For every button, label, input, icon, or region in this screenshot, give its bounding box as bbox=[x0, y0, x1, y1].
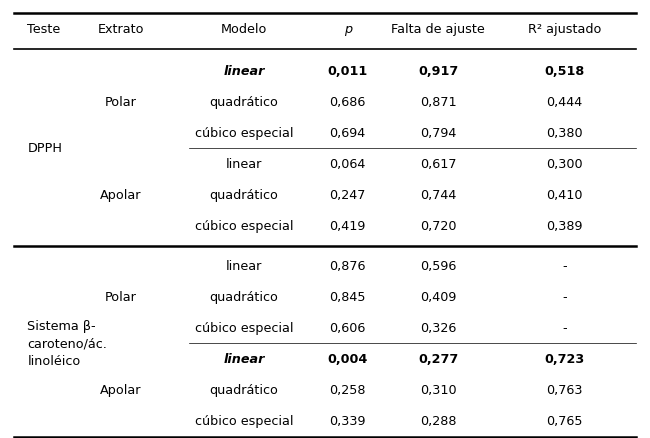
Text: 0,004: 0,004 bbox=[328, 353, 368, 366]
Text: 0,247: 0,247 bbox=[330, 188, 366, 201]
Text: Extrato: Extrato bbox=[98, 23, 144, 36]
Text: 0,409: 0,409 bbox=[420, 291, 456, 304]
Text: linear: linear bbox=[226, 158, 263, 170]
Text: 0,518: 0,518 bbox=[544, 65, 584, 78]
Text: 0,389: 0,389 bbox=[546, 219, 582, 233]
Text: DPPH: DPPH bbox=[27, 142, 62, 155]
Text: 0,310: 0,310 bbox=[420, 384, 456, 396]
Text: 0,765: 0,765 bbox=[546, 414, 582, 427]
Text: 0,596: 0,596 bbox=[420, 260, 456, 273]
Text: cúbico especial: cúbico especial bbox=[195, 321, 293, 335]
Text: 0,606: 0,606 bbox=[330, 321, 366, 335]
Text: linear: linear bbox=[226, 260, 263, 273]
Text: 0,339: 0,339 bbox=[330, 414, 366, 427]
Text: 0,871: 0,871 bbox=[420, 96, 456, 109]
Text: 0,917: 0,917 bbox=[418, 65, 458, 78]
Text: cúbico especial: cúbico especial bbox=[195, 414, 293, 427]
Text: 0,763: 0,763 bbox=[546, 384, 582, 396]
Text: -: - bbox=[562, 291, 567, 304]
Text: 0,419: 0,419 bbox=[330, 219, 366, 233]
Text: Apolar: Apolar bbox=[100, 384, 142, 396]
Text: -: - bbox=[562, 260, 567, 273]
Text: 0,277: 0,277 bbox=[418, 353, 458, 366]
Text: 0,300: 0,300 bbox=[546, 158, 583, 170]
Text: linear: linear bbox=[224, 65, 265, 78]
Text: cúbico especial: cúbico especial bbox=[195, 127, 293, 140]
Text: 0,845: 0,845 bbox=[330, 291, 366, 304]
Text: linear: linear bbox=[224, 353, 265, 366]
Text: quadrático: quadrático bbox=[210, 96, 279, 109]
Text: quadrático: quadrático bbox=[210, 291, 279, 304]
Text: 0,444: 0,444 bbox=[547, 96, 582, 109]
Text: 0,011: 0,011 bbox=[328, 65, 368, 78]
Text: 0,876: 0,876 bbox=[330, 260, 366, 273]
Text: 0,723: 0,723 bbox=[544, 353, 584, 366]
Text: 0,794: 0,794 bbox=[420, 127, 456, 140]
Text: R² ajustado: R² ajustado bbox=[528, 23, 601, 36]
Text: Polar: Polar bbox=[105, 96, 137, 109]
Text: 0,744: 0,744 bbox=[420, 188, 456, 201]
Text: Polar: Polar bbox=[105, 291, 137, 304]
Text: 0,258: 0,258 bbox=[330, 384, 366, 396]
Text: Apolar: Apolar bbox=[100, 188, 142, 201]
Text: p: p bbox=[344, 23, 352, 36]
Text: 0,064: 0,064 bbox=[330, 158, 366, 170]
Text: 0,380: 0,380 bbox=[546, 127, 583, 140]
Text: 0,720: 0,720 bbox=[420, 219, 456, 233]
Text: 0,617: 0,617 bbox=[420, 158, 456, 170]
Text: 0,410: 0,410 bbox=[546, 188, 582, 201]
Text: -: - bbox=[562, 321, 567, 335]
Text: quadrático: quadrático bbox=[210, 188, 279, 201]
Text: 0,686: 0,686 bbox=[330, 96, 366, 109]
Text: 0,288: 0,288 bbox=[420, 414, 456, 427]
Text: quadrático: quadrático bbox=[210, 384, 279, 396]
Text: 0,326: 0,326 bbox=[420, 321, 456, 335]
Text: Falta de ajuste: Falta de ajuste bbox=[391, 23, 485, 36]
Text: Teste: Teste bbox=[27, 23, 60, 36]
Text: Modelo: Modelo bbox=[221, 23, 267, 36]
Text: Sistema β-
caroteno/ác.
linoléico: Sistema β- caroteno/ác. linoléico bbox=[27, 320, 107, 367]
Text: 0,694: 0,694 bbox=[330, 127, 366, 140]
Text: cúbico especial: cúbico especial bbox=[195, 219, 293, 233]
